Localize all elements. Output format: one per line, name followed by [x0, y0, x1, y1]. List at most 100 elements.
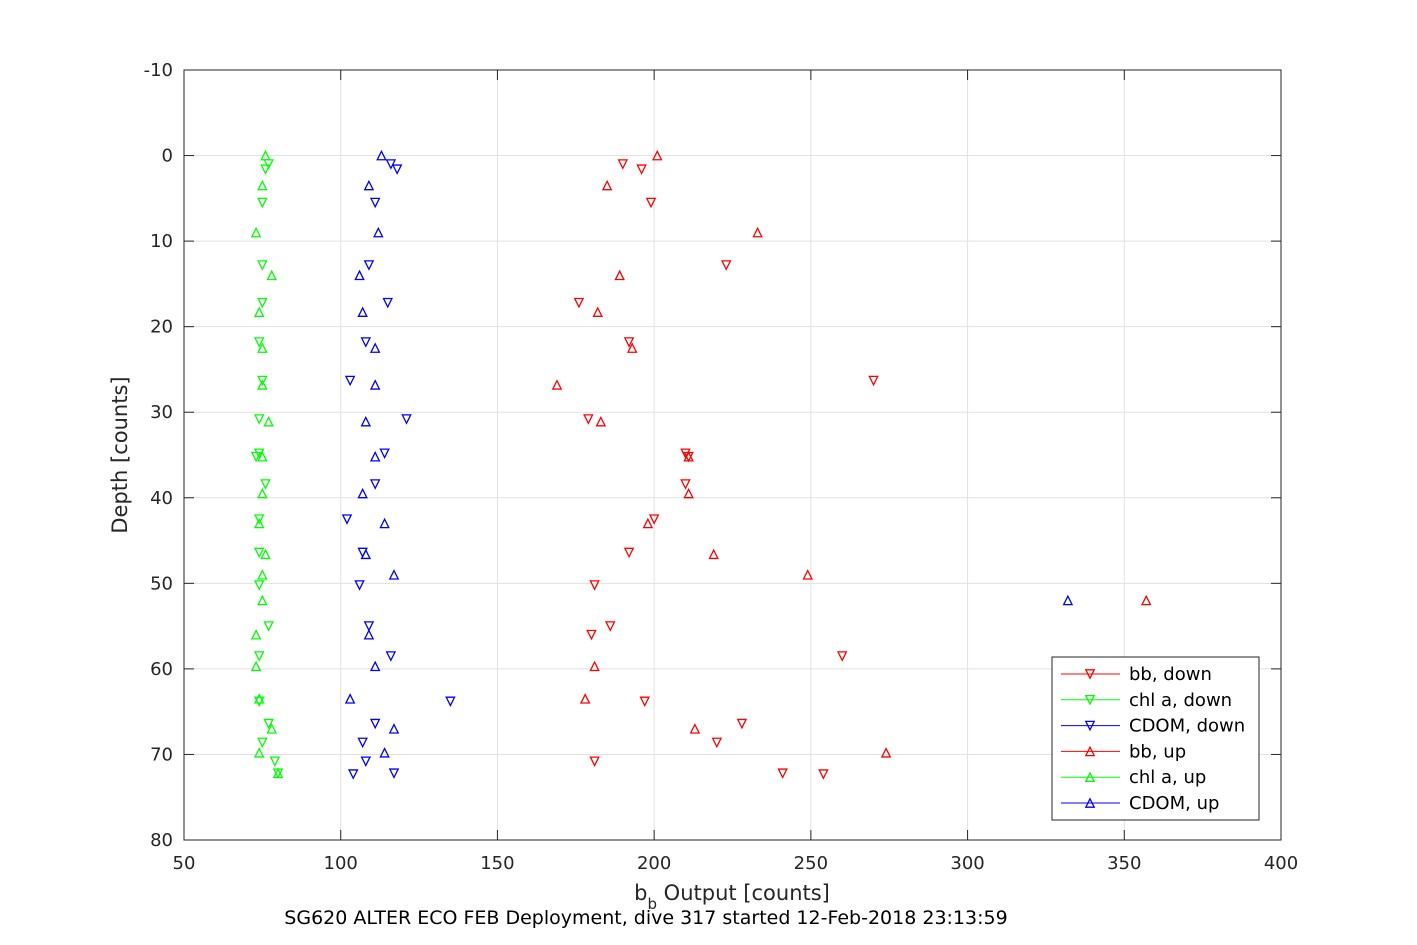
data-point: [357, 737, 368, 749]
x-axis-label: bb Output [counts]: [634, 881, 830, 913]
data-point: [263, 718, 274, 730]
data-point: [250, 451, 262, 463]
legend-label: chl a, down: [1129, 690, 1232, 711]
data-point: [357, 487, 368, 499]
legend-marker: [1084, 771, 1096, 783]
data-point: [357, 306, 368, 317]
data-point: [257, 379, 268, 390]
data-point: [589, 660, 600, 672]
data-point: [257, 297, 268, 309]
y-tick-label: 10: [150, 231, 173, 252]
data-point: [592, 306, 603, 317]
data-point: [250, 629, 262, 640]
series-0: [573, 159, 879, 780]
data-point: [836, 651, 848, 662]
data-point: [253, 514, 265, 525]
data-point: [250, 226, 262, 238]
y-tick-label: 20: [150, 317, 173, 338]
plot-frame: [183, 69, 1282, 841]
x-tick-label: 150: [480, 853, 514, 874]
data-point: [363, 629, 375, 640]
data-point: [257, 737, 268, 749]
data-point: [601, 179, 613, 191]
data-point: [777, 768, 788, 779]
data-point: [379, 517, 390, 529]
data-point: [253, 747, 265, 758]
data-point: [680, 479, 691, 490]
legend-item: CDOM, down: [1061, 716, 1245, 737]
data-point: [369, 479, 381, 490]
data-point: [636, 164, 647, 175]
data-point: [257, 375, 268, 387]
data-point: [1140, 594, 1152, 606]
data-point: [880, 747, 892, 758]
data-point: [253, 517, 265, 529]
legend-item: bb, up: [1061, 741, 1186, 762]
data-point: [253, 547, 265, 559]
data-point: [623, 337, 635, 348]
legend-marker: [1084, 720, 1096, 732]
y-tick-label: 0: [162, 146, 173, 167]
data-point: [253, 696, 265, 708]
data-point: [369, 197, 381, 209]
data-point: [589, 756, 600, 767]
y-tick-label: 60: [150, 659, 173, 680]
x-tick-label: 200: [637, 853, 671, 874]
x-tick-labels: 50 100 150 200 250 300 350 400: [173, 853, 1299, 874]
data-point: [257, 260, 268, 271]
data-point: [257, 179, 268, 191]
data-point: [363, 260, 375, 271]
data-point: [341, 514, 353, 525]
data-point: [269, 756, 281, 767]
legend-label: bb, down: [1129, 664, 1212, 685]
data-points: [250, 149, 1152, 780]
data-point: [369, 379, 381, 390]
x-tick-label: 100: [324, 853, 358, 874]
data-point: [583, 414, 594, 425]
data-point: [344, 693, 356, 704]
legend-label: CDOM, down: [1129, 716, 1245, 737]
legend-marker: [1084, 797, 1096, 808]
data-point: [253, 337, 265, 348]
legend-item: chl a, down: [1061, 690, 1232, 711]
series-3: [551, 149, 1152, 758]
x-tick-label: 300: [950, 853, 984, 874]
data-point: [369, 718, 381, 730]
y-axis-label: Depth [counts]: [108, 376, 132, 533]
axis-ticks: [183, 69, 1282, 841]
data-point: [736, 718, 748, 730]
data-point: [360, 548, 372, 560]
data-point: [689, 723, 701, 734]
data-point: [257, 487, 268, 499]
legend-marker: [1084, 745, 1096, 757]
data-point: [257, 197, 268, 209]
data-point: [369, 342, 381, 353]
data-point: [388, 723, 400, 734]
legend-item: CDOM, up: [1061, 793, 1219, 814]
legend-marker: [1084, 694, 1096, 706]
data-point: [260, 479, 271, 490]
y-tick-labels: -10 0 10 20 30 40 50 60 70 80: [144, 60, 173, 851]
data-point: [354, 269, 365, 281]
legend-marker: [1084, 669, 1096, 680]
data-point: [388, 569, 400, 580]
data-point: [586, 629, 597, 641]
data-point: [360, 415, 372, 427]
y-tick-label: 40: [150, 488, 173, 509]
legend-label: chl a, up: [1129, 767, 1206, 788]
data-point: [617, 159, 629, 170]
data-point: [263, 621, 274, 632]
data-point: [360, 756, 372, 767]
series-4: [250, 149, 284, 779]
legend: bb, down chl a, down CDOM, down bb, up chl a…: [1051, 656, 1260, 821]
data-point: [257, 594, 268, 606]
data-point: [401, 414, 412, 425]
x-tick-label: 50: [173, 853, 196, 874]
data-point: [260, 548, 271, 560]
data-point: [708, 548, 719, 560]
data-point: [683, 451, 694, 462]
y-tick-label: 50: [150, 573, 173, 594]
data-point: [354, 580, 365, 591]
data-point: [347, 769, 359, 780]
data-point: [683, 487, 694, 499]
